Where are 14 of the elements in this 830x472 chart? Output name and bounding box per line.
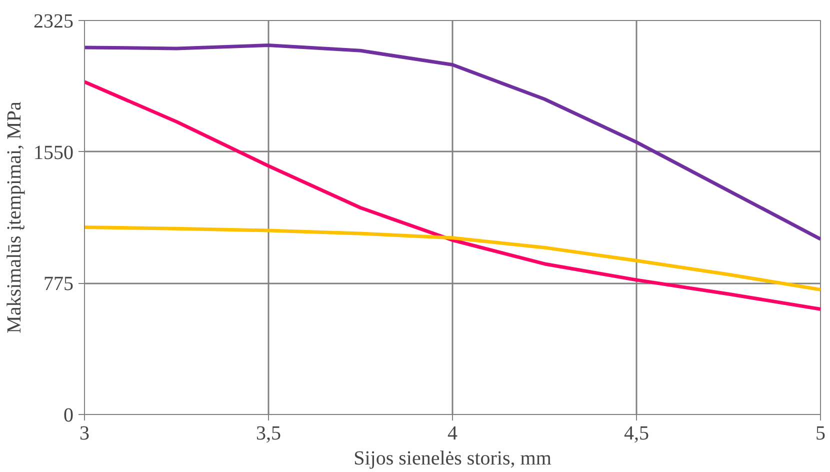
x-tick-label: 4,5	[624, 422, 649, 444]
x-tick-label: 5	[816, 422, 826, 444]
x-tick-label: 3	[80, 422, 90, 444]
y-axis-title: Maksimalūs įtempimai, MPa	[4, 102, 26, 334]
y-tick-label: 1550	[34, 142, 74, 164]
y-tick-label: 2325	[34, 10, 74, 32]
line-series	[84, 43, 820, 241]
line-series	[84, 80, 820, 311]
x-tick-label: 3,5	[256, 422, 281, 444]
x-tick-label: 4	[448, 422, 458, 444]
y-tick-label: 775	[44, 273, 74, 296]
y-tick-label: 0	[64, 404, 74, 426]
line-series	[84, 225, 820, 292]
x-axis-title: Sijos sienelės storis, mm	[354, 448, 552, 470]
